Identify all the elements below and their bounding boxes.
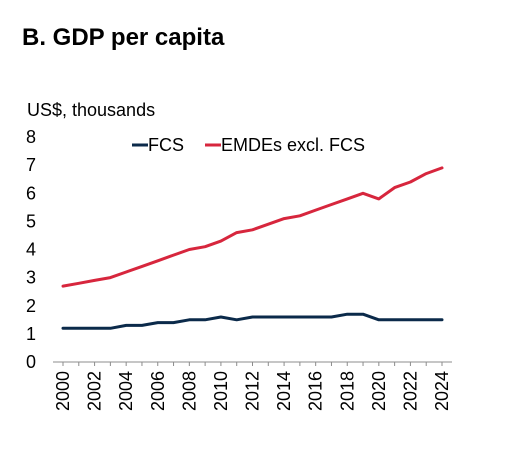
y-axis-unit-label: US$, thousands [27,100,155,120]
legend-label-emdes-excl-fcs: EMDEs excl. FCS [221,135,365,155]
y-tick-label: 4 [26,240,36,260]
x-tick-label: 2022 [400,371,420,411]
x-tick-label: 2012 [243,371,263,411]
x-tick-label: 2020 [369,371,389,411]
x-tick-label: 2000 [53,371,73,411]
x-tick-label: 2016 [306,371,326,411]
y-tick-label: 5 [26,211,36,231]
y-tick-label: 3 [26,268,36,288]
x-tick-label: 2014 [274,371,294,411]
y-axis: 0 1 2 3 4 5 6 7 8 [26,127,36,372]
x-tick-label: 2024 [432,371,452,411]
x-tick-label: 2010 [211,371,231,411]
y-tick-label: 8 [26,127,36,147]
x-tick-label: 2006 [148,371,168,411]
plot-lines [61,166,444,330]
x-tick-label: 2002 [85,371,105,411]
x-axis: 2000 2002 2004 2006 2008 2010 2012 2014 2016 2018… [53,361,452,411]
legend-label-fcs: FCS [148,135,184,155]
y-tick-label: 2 [26,296,36,316]
x-tick-label: 2018 [337,371,357,411]
y-tick-label: 7 [26,155,36,175]
x-tick-label: 2004 [116,371,136,411]
chart-title: B. GDP per capita [22,24,225,51]
legend: FCS EMDEs excl. FCS [132,135,365,155]
y-tick-label: 6 [26,183,36,203]
x-tick-label: 2008 [179,371,199,411]
y-tick-label: 0 [26,352,36,372]
series-line-emdes-excl-fcs [61,166,444,288]
y-tick-label: 1 [26,324,36,344]
series-line-fcs [61,312,444,330]
